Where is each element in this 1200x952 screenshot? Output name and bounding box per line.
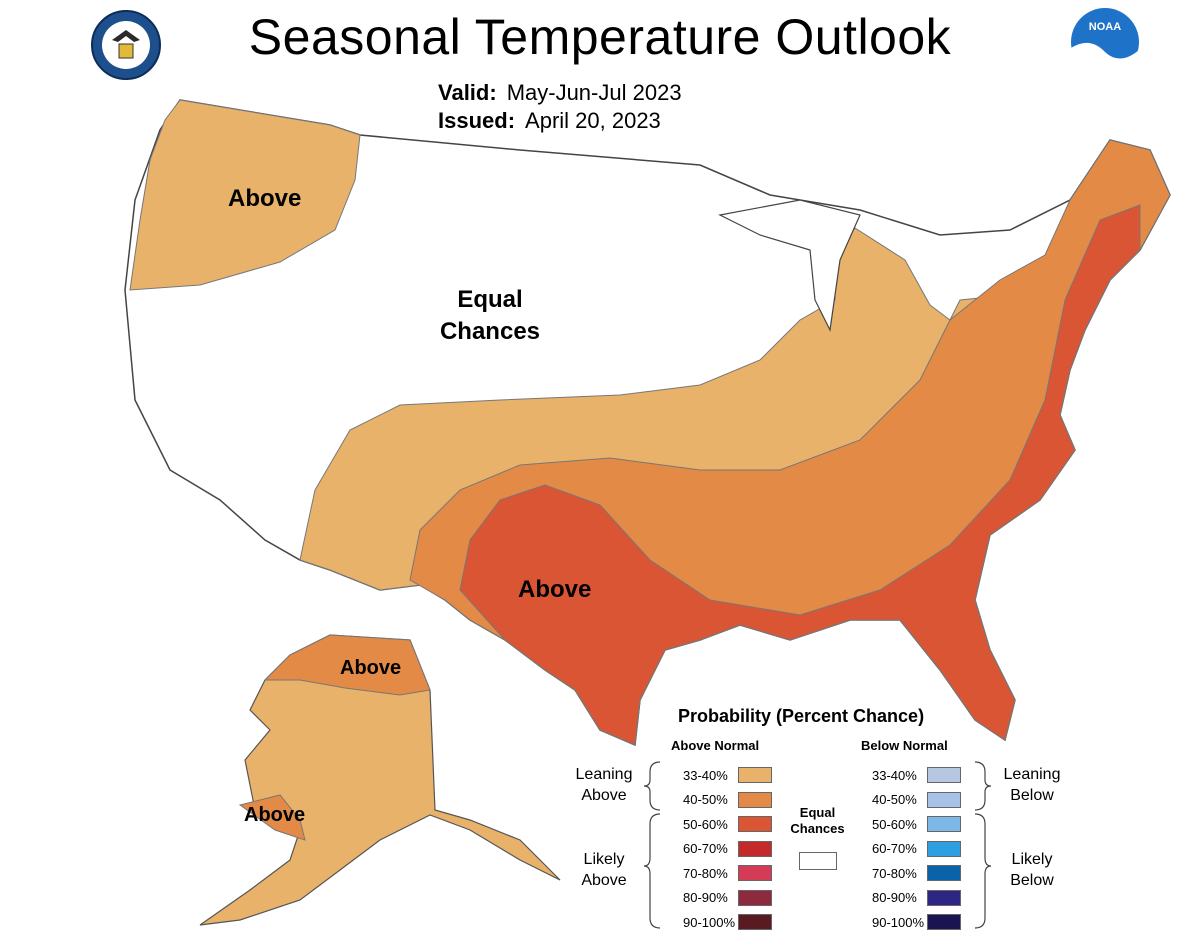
alaska-above-33-40-region <box>199 634 561 926</box>
legend-above-range: 33-40% <box>683 767 728 783</box>
legend-above-row: 80-90% <box>683 888 772 908</box>
legend-below-row: 33-40% <box>872 765 961 785</box>
equal-chances-legend-label: Equal Chances <box>790 805 845 836</box>
legend-above-swatch <box>738 791 772 808</box>
issued-label: Issued: <box>438 108 516 133</box>
map-title: Seasonal Temperature Outlook <box>248 9 952 65</box>
noaa-logo-text: NOAA <box>1089 21 1121 33</box>
legend-above-row: 60-70% <box>683 839 772 859</box>
legend-above-range: 40-50% <box>683 792 728 807</box>
alaska-southwest-above-label: Above <box>244 804 306 826</box>
alaska-north-above-label: Above <box>340 657 402 679</box>
likely-above-label: Likely Above <box>581 851 627 889</box>
legend-above-swatch <box>738 816 772 832</box>
legend-above-row: 40-50% <box>683 790 772 810</box>
equal-chances-swatch <box>799 852 837 870</box>
legend-below-range: 70-80% <box>872 865 917 881</box>
legend-above-range: 80-90% <box>683 890 728 905</box>
legend-above-swatch <box>738 914 772 930</box>
legend-below-swatch <box>927 865 961 881</box>
equal-chances-label-line2: Chances <box>439 318 541 345</box>
legend-below-range: 33-40% <box>872 767 917 783</box>
legend-below-swatch <box>927 840 961 857</box>
legend-above-swatch <box>738 840 772 857</box>
alaska-sw-above-40-50-region <box>238 794 306 841</box>
above-50-60-region <box>459 204 1141 746</box>
legend-below-range: 80-90% <box>872 890 917 905</box>
legend-above-swatch <box>738 865 772 881</box>
legend-title: Probability (Percent Chance) <box>678 706 925 726</box>
legend-below-range: 40-50% <box>872 792 917 807</box>
legend-below-row: 70-80% <box>872 863 961 883</box>
legend-below-row: 80-90% <box>872 888 961 908</box>
legend-below-range: 60-70% <box>872 841 917 856</box>
legend-above-swatch <box>738 767 772 783</box>
legend-above-row: 33-40% <box>683 765 772 785</box>
legend-above-row: 70-80% <box>683 863 772 883</box>
legend-below-swatch <box>927 791 961 808</box>
legend-above-range: 90-100% <box>683 914 736 930</box>
legend-above-range: 70-80% <box>683 865 728 881</box>
leaning-below-label: Leaning Below <box>1003 766 1061 804</box>
legend-below-row: 40-50% <box>872 790 961 810</box>
legend-below-heading: Below Normal <box>861 738 948 753</box>
great-lakes <box>718 199 861 332</box>
nw-above-33-40-region <box>129 99 361 291</box>
legend-above-heading: Above Normal <box>671 738 760 753</box>
legend-below-swatch <box>927 816 961 832</box>
valid-line: Valid: May-Jun-Jul 2023 <box>438 80 682 106</box>
legend-below-row: 50-60% <box>872 814 961 834</box>
legend-below-swatch <box>927 767 961 783</box>
legend-below-swatch <box>927 914 961 930</box>
legend-below-range: 90-100% <box>872 914 925 930</box>
issued-line: Issued: April 20, 2023 <box>438 108 661 134</box>
leaning-above-label: Leaning Above <box>575 766 633 804</box>
legend-below-swatch <box>927 889 961 906</box>
noaa-logo-icon: NOAA <box>1070 8 1139 83</box>
legend-below-row: 90-100% <box>872 912 961 932</box>
legend-above-row: 50-60% <box>683 814 772 834</box>
valid-label: Valid: <box>438 80 497 105</box>
legend-above-range: 50-60% <box>683 816 728 832</box>
legend-above-row: 90-100% <box>683 912 772 932</box>
issued-value: April 20, 2023 <box>525 108 661 133</box>
south-above-label: Above <box>518 576 592 603</box>
legend-above-range: 60-70% <box>683 841 728 856</box>
legend-below-row: 60-70% <box>872 839 961 859</box>
equal-chances-label-line1: Equal <box>457 286 523 313</box>
likely-below-label: Likely Below <box>1010 851 1054 889</box>
alaska-north-above-40-50-region <box>263 634 431 696</box>
legend-below-range: 50-60% <box>872 816 917 832</box>
legend-above-swatch <box>738 889 772 906</box>
department-of-commerce-seal-icon <box>91 10 161 80</box>
northwest-above-label: Above <box>228 185 302 212</box>
valid-value: May-Jun-Jul 2023 <box>506 80 682 105</box>
